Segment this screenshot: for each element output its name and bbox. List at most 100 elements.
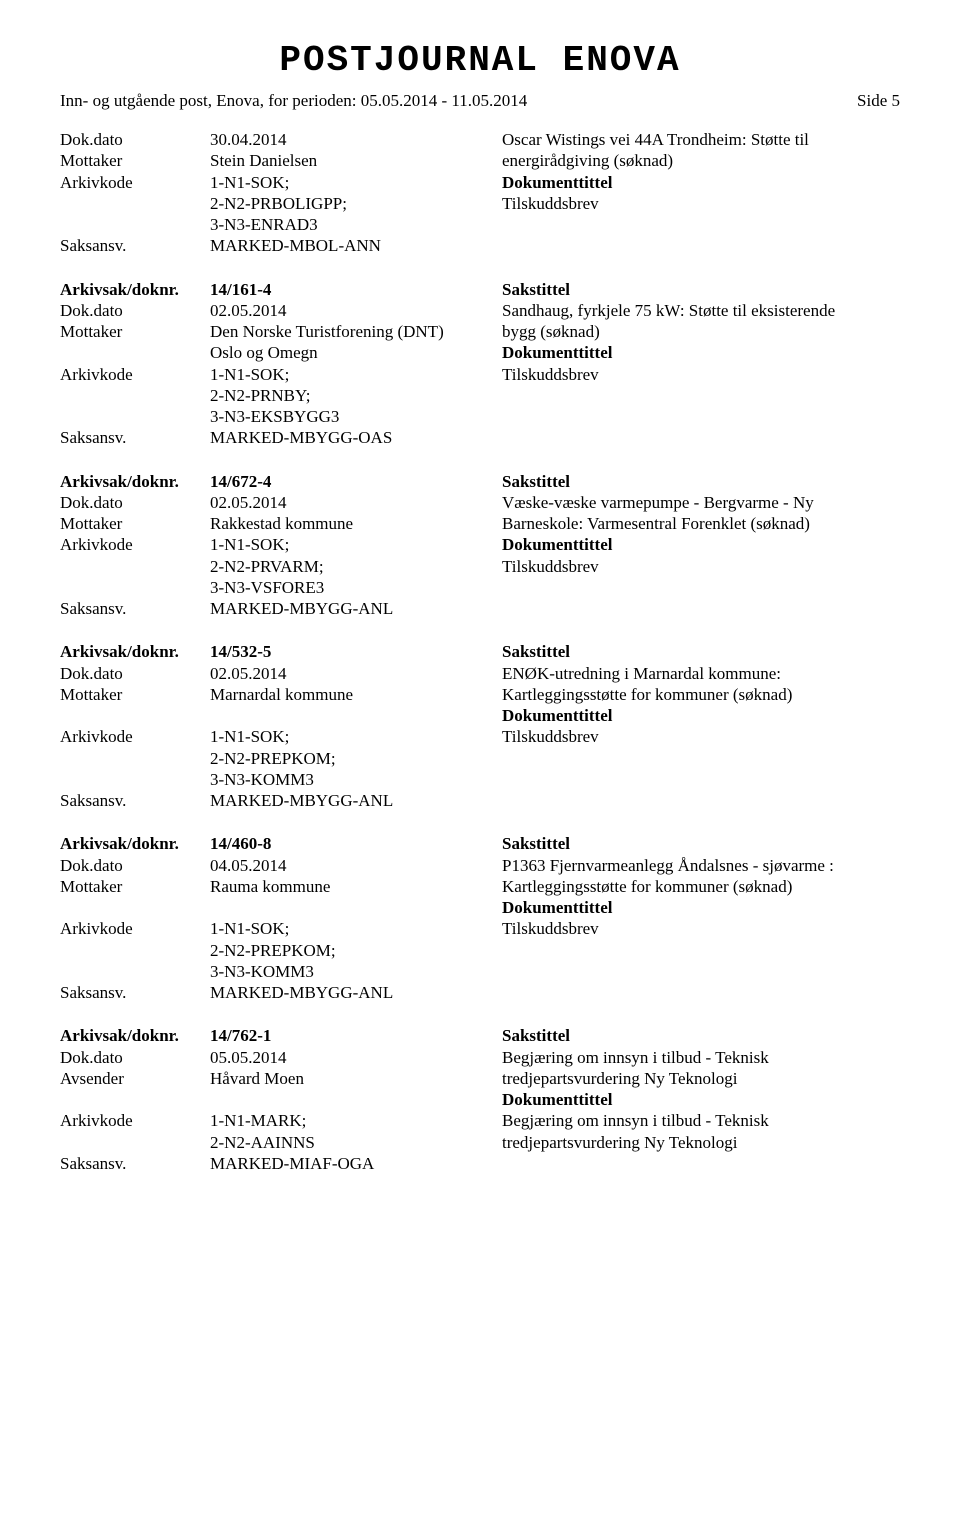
sakstittel-text: tredjepartsvurdering Ny Teknologi	[502, 1068, 900, 1089]
cell	[60, 769, 210, 790]
entry-row: 2-N2-PRNBY;	[60, 385, 900, 406]
cell	[60, 897, 210, 918]
entry-row: Dok.dato04.05.2014P1363 Fjernvarmeanlegg…	[60, 855, 900, 876]
sakstittel-label: Sakstittel	[502, 833, 900, 854]
sakstittel-text: Barneskole: Varmesentral Forenklet (søkn…	[502, 513, 900, 534]
period-label: Inn- og utgående post, Enova, for period…	[60, 91, 527, 111]
journal-entry: Arkivsak/doknr.14/460-8SakstittelDok.dat…	[60, 833, 900, 1003]
arkivkode-value: 3-N3-EKSBYGG3	[210, 406, 502, 427]
sakstittel-text: P1363 Fjernvarmeanlegg Åndalsnes - sjøva…	[502, 855, 900, 876]
arkivsak-label: Arkivsak/doknr.	[60, 471, 210, 492]
cell	[60, 577, 210, 598]
arkivkode-value: 3-N3-KOMM3	[210, 769, 502, 790]
entry-row: Saksansv.MARKED-MBYGG-OAS	[60, 427, 900, 448]
entry-row: Arkivsak/doknr.14/672-4Sakstittel	[60, 471, 900, 492]
journal-entry: Arkivsak/doknr.14/161-4SakstittelDok.dat…	[60, 279, 900, 449]
entry-row: Dok.dato02.05.2014ENØK-utredning i Marna…	[60, 663, 900, 684]
dokdato-value: 04.05.2014	[210, 855, 502, 876]
arkivkode-value: 2-N2-PRBOLIGPP;	[210, 193, 502, 214]
party-value: Håvard Moen	[210, 1068, 502, 1089]
dokdato-value: 02.05.2014	[210, 663, 502, 684]
cell	[60, 556, 210, 577]
dokumenttittel-label: Dokumenttittel	[502, 1089, 900, 1110]
entry-row: Arkivkode1-N1-SOK;Tilskuddsbrev	[60, 364, 900, 385]
cell	[60, 748, 210, 769]
cell	[502, 1153, 900, 1174]
entry-row: Saksansv.MARKED-MBYGG-ANL	[60, 598, 900, 619]
dokumenttittel-label: Dokumenttittel	[502, 172, 900, 193]
saksansv-value: MARKED-MBOL-ANN	[210, 235, 502, 256]
journal-entry: Arkivsak/doknr.14/762-1SakstittelDok.dat…	[60, 1025, 900, 1174]
entry-row: MottakerRakkestad kommuneBarneskole: Var…	[60, 513, 900, 534]
saksansv-label: Saksansv.	[60, 235, 210, 256]
entry-row: Arkivkode1-N1-SOK;Tilskuddsbrev	[60, 918, 900, 939]
dokument-text: Tilskuddsbrev	[502, 556, 900, 577]
party-label: Mottaker	[60, 150, 210, 171]
entry-row: 3-N3-KOMM3	[60, 961, 900, 982]
party-label: Mottaker	[60, 684, 210, 705]
saksansv-label: Saksansv.	[60, 598, 210, 619]
page-number: Side 5	[857, 91, 900, 111]
entry-row: Dokumenttittel	[60, 1089, 900, 1110]
dokdato-label: Dok.dato	[60, 855, 210, 876]
arkivkode-value: 2-N2-PREPKOM;	[210, 940, 502, 961]
sakstittel-text: Væske-væske varmepumpe - Bergvarme - Ny	[502, 492, 900, 513]
sakstittel-text: Begjæring om innsyn i tilbud - Teknisk	[502, 1047, 900, 1068]
arkivsak-label: Arkivsak/doknr.	[60, 279, 210, 300]
dokumenttittel-label: Dokumenttittel	[502, 342, 900, 363]
cell	[210, 705, 502, 726]
dokdato-value: 02.05.2014	[210, 492, 502, 513]
cell	[210, 897, 502, 918]
dokdato-label: Dok.dato	[60, 129, 210, 150]
cell	[502, 940, 900, 961]
arkivkode-value: 1-N1-SOK;	[210, 726, 502, 747]
party-value: Den Norske Turistforening (DNT)	[210, 321, 502, 342]
entry-row: Arkivkode1-N1-SOK;Tilskuddsbrev	[60, 726, 900, 747]
arkivkode-label: Arkivkode	[60, 172, 210, 193]
arkivkode-label: Arkivkode	[60, 534, 210, 555]
cell	[502, 427, 900, 448]
entry-row: Oslo og OmegnDokumenttittel	[60, 342, 900, 363]
entry-row: Arkivsak/doknr.14/460-8Sakstittel	[60, 833, 900, 854]
cell	[502, 598, 900, 619]
entry-row: 3-N3-ENRAD3	[60, 214, 900, 235]
arkivkode-value: 2-N2-AAINNS	[210, 1132, 502, 1153]
entry-row: Dokumenttittel	[60, 897, 900, 918]
dokumenttittel-label: Dokumenttittel	[502, 705, 900, 726]
entry-row: Arkivsak/doknr.14/532-5Sakstittel	[60, 641, 900, 662]
entry-row: Saksansv.MARKED-MBYGG-ANL	[60, 982, 900, 1003]
saksansv-label: Saksansv.	[60, 1153, 210, 1174]
arkivkode-value: 1-N1-SOK;	[210, 364, 502, 385]
cell	[60, 342, 210, 363]
party-label: Avsender	[60, 1068, 210, 1089]
entry-row: Dok.dato05.05.2014Begjæring om innsyn i …	[60, 1047, 900, 1068]
arkivsak-value: 14/460-8	[210, 833, 502, 854]
entry-row: Arkivsak/doknr.14/762-1Sakstittel	[60, 1025, 900, 1046]
cell	[60, 961, 210, 982]
entry-row: Dok.dato02.05.2014Væske-væske varmepumpe…	[60, 492, 900, 513]
saksansv-label: Saksansv.	[60, 427, 210, 448]
cell	[502, 769, 900, 790]
cell	[502, 748, 900, 769]
sakstittel-label: Sakstittel	[502, 279, 900, 300]
page: POSTJOURNAL ENOVA Inn- og utgående post,…	[0, 0, 960, 1256]
entry-row: MottakerStein Danielsenenergirådgiving (…	[60, 150, 900, 171]
party-value: Oslo og Omegn	[210, 342, 502, 363]
cell	[60, 1132, 210, 1153]
dokdato-label: Dok.dato	[60, 1047, 210, 1068]
entry-row: Dok.dato02.05.2014Sandhaug, fyrkjele 75 …	[60, 300, 900, 321]
arkivkode-label: Arkivkode	[60, 918, 210, 939]
party-value: Rauma kommune	[210, 876, 502, 897]
arkivsak-label: Arkivsak/doknr.	[60, 833, 210, 854]
subheader: Inn- og utgående post, Enova, for period…	[60, 91, 900, 111]
arkivsak-label: Arkivsak/doknr.	[60, 641, 210, 662]
sakstittel-text: ENØK-utredning i Marnardal kommune:	[502, 663, 900, 684]
cell	[60, 406, 210, 427]
dokument-text: Tilskuddsbrev	[502, 918, 900, 939]
dokument-text: tredjepartsvurdering Ny Teknologi	[502, 1132, 900, 1153]
cell	[502, 982, 900, 1003]
sakstittel-text: bygg (søknad)	[502, 321, 900, 342]
page-title: POSTJOURNAL ENOVA	[60, 40, 900, 81]
party-value: Stein Danielsen	[210, 150, 502, 171]
dokdato-label: Dok.dato	[60, 300, 210, 321]
